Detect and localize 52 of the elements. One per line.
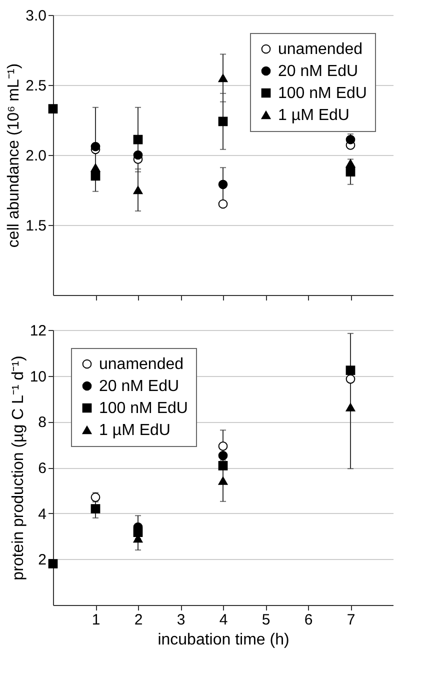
point [133, 528, 143, 538]
y-tick-label: 3.0 [26, 8, 46, 24]
point [218, 450, 228, 460]
point [218, 199, 228, 209]
point [218, 476, 228, 485]
point [218, 460, 228, 470]
point [346, 134, 356, 144]
legend-label: 1 µM EdU [99, 422, 170, 439]
y-tick-label: 2.5 [26, 78, 46, 94]
legend-label: 20 nM EdU [278, 63, 358, 80]
legend-label: 100 nM EdU [278, 85, 367, 102]
y-tick-label: 1.5 [26, 218, 46, 234]
point [346, 167, 356, 176]
point [90, 142, 100, 152]
point [90, 163, 100, 172]
x-tick-label: 6 [304, 612, 313, 628]
point [346, 159, 356, 168]
legend-label: 100 nM EdU [99, 400, 188, 417]
x-tick-label: 2 [134, 612, 143, 628]
point [218, 442, 228, 451]
point [48, 559, 58, 568]
point [48, 104, 58, 114]
legend-label: unamended [278, 41, 363, 58]
point [218, 180, 228, 190]
point [133, 150, 143, 160]
point [346, 374, 356, 384]
y-tick-label: 8 [38, 414, 46, 432]
y-tick-label: 2.0 [26, 148, 46, 164]
legend-label: unamended [99, 356, 184, 373]
y-axis-title: protein production (µg C L⁻¹ d⁻¹) [10, 356, 27, 580]
point [90, 171, 100, 181]
x-tick-label: 4 [219, 612, 228, 628]
x-tick-label: 3 [176, 612, 186, 628]
point [133, 134, 143, 144]
point [346, 403, 356, 412]
point [133, 186, 143, 194]
y-axis-title: cell abundance (10⁶ mL⁻¹) [6, 63, 23, 248]
x-tick-label: 5 [262, 612, 270, 628]
x-tick-label: 1 [92, 612, 100, 628]
y-tick-label: 10 [30, 368, 46, 386]
y-tick-label: 4 [38, 506, 46, 523]
legend-label: 20 nM EdU [99, 378, 180, 395]
point [218, 74, 228, 82]
x-tick-label: 7 [346, 612, 356, 628]
legend-label: 1 µM EdU [278, 107, 350, 124]
point [346, 366, 356, 376]
y-tick-label: 2 [38, 552, 46, 569]
x-axis-title: incubation time (h) [158, 632, 290, 648]
y-tick-label: 6 [38, 460, 46, 477]
point [90, 504, 100, 514]
point [218, 116, 228, 126]
y-tick-label: 12 [30, 322, 46, 340]
